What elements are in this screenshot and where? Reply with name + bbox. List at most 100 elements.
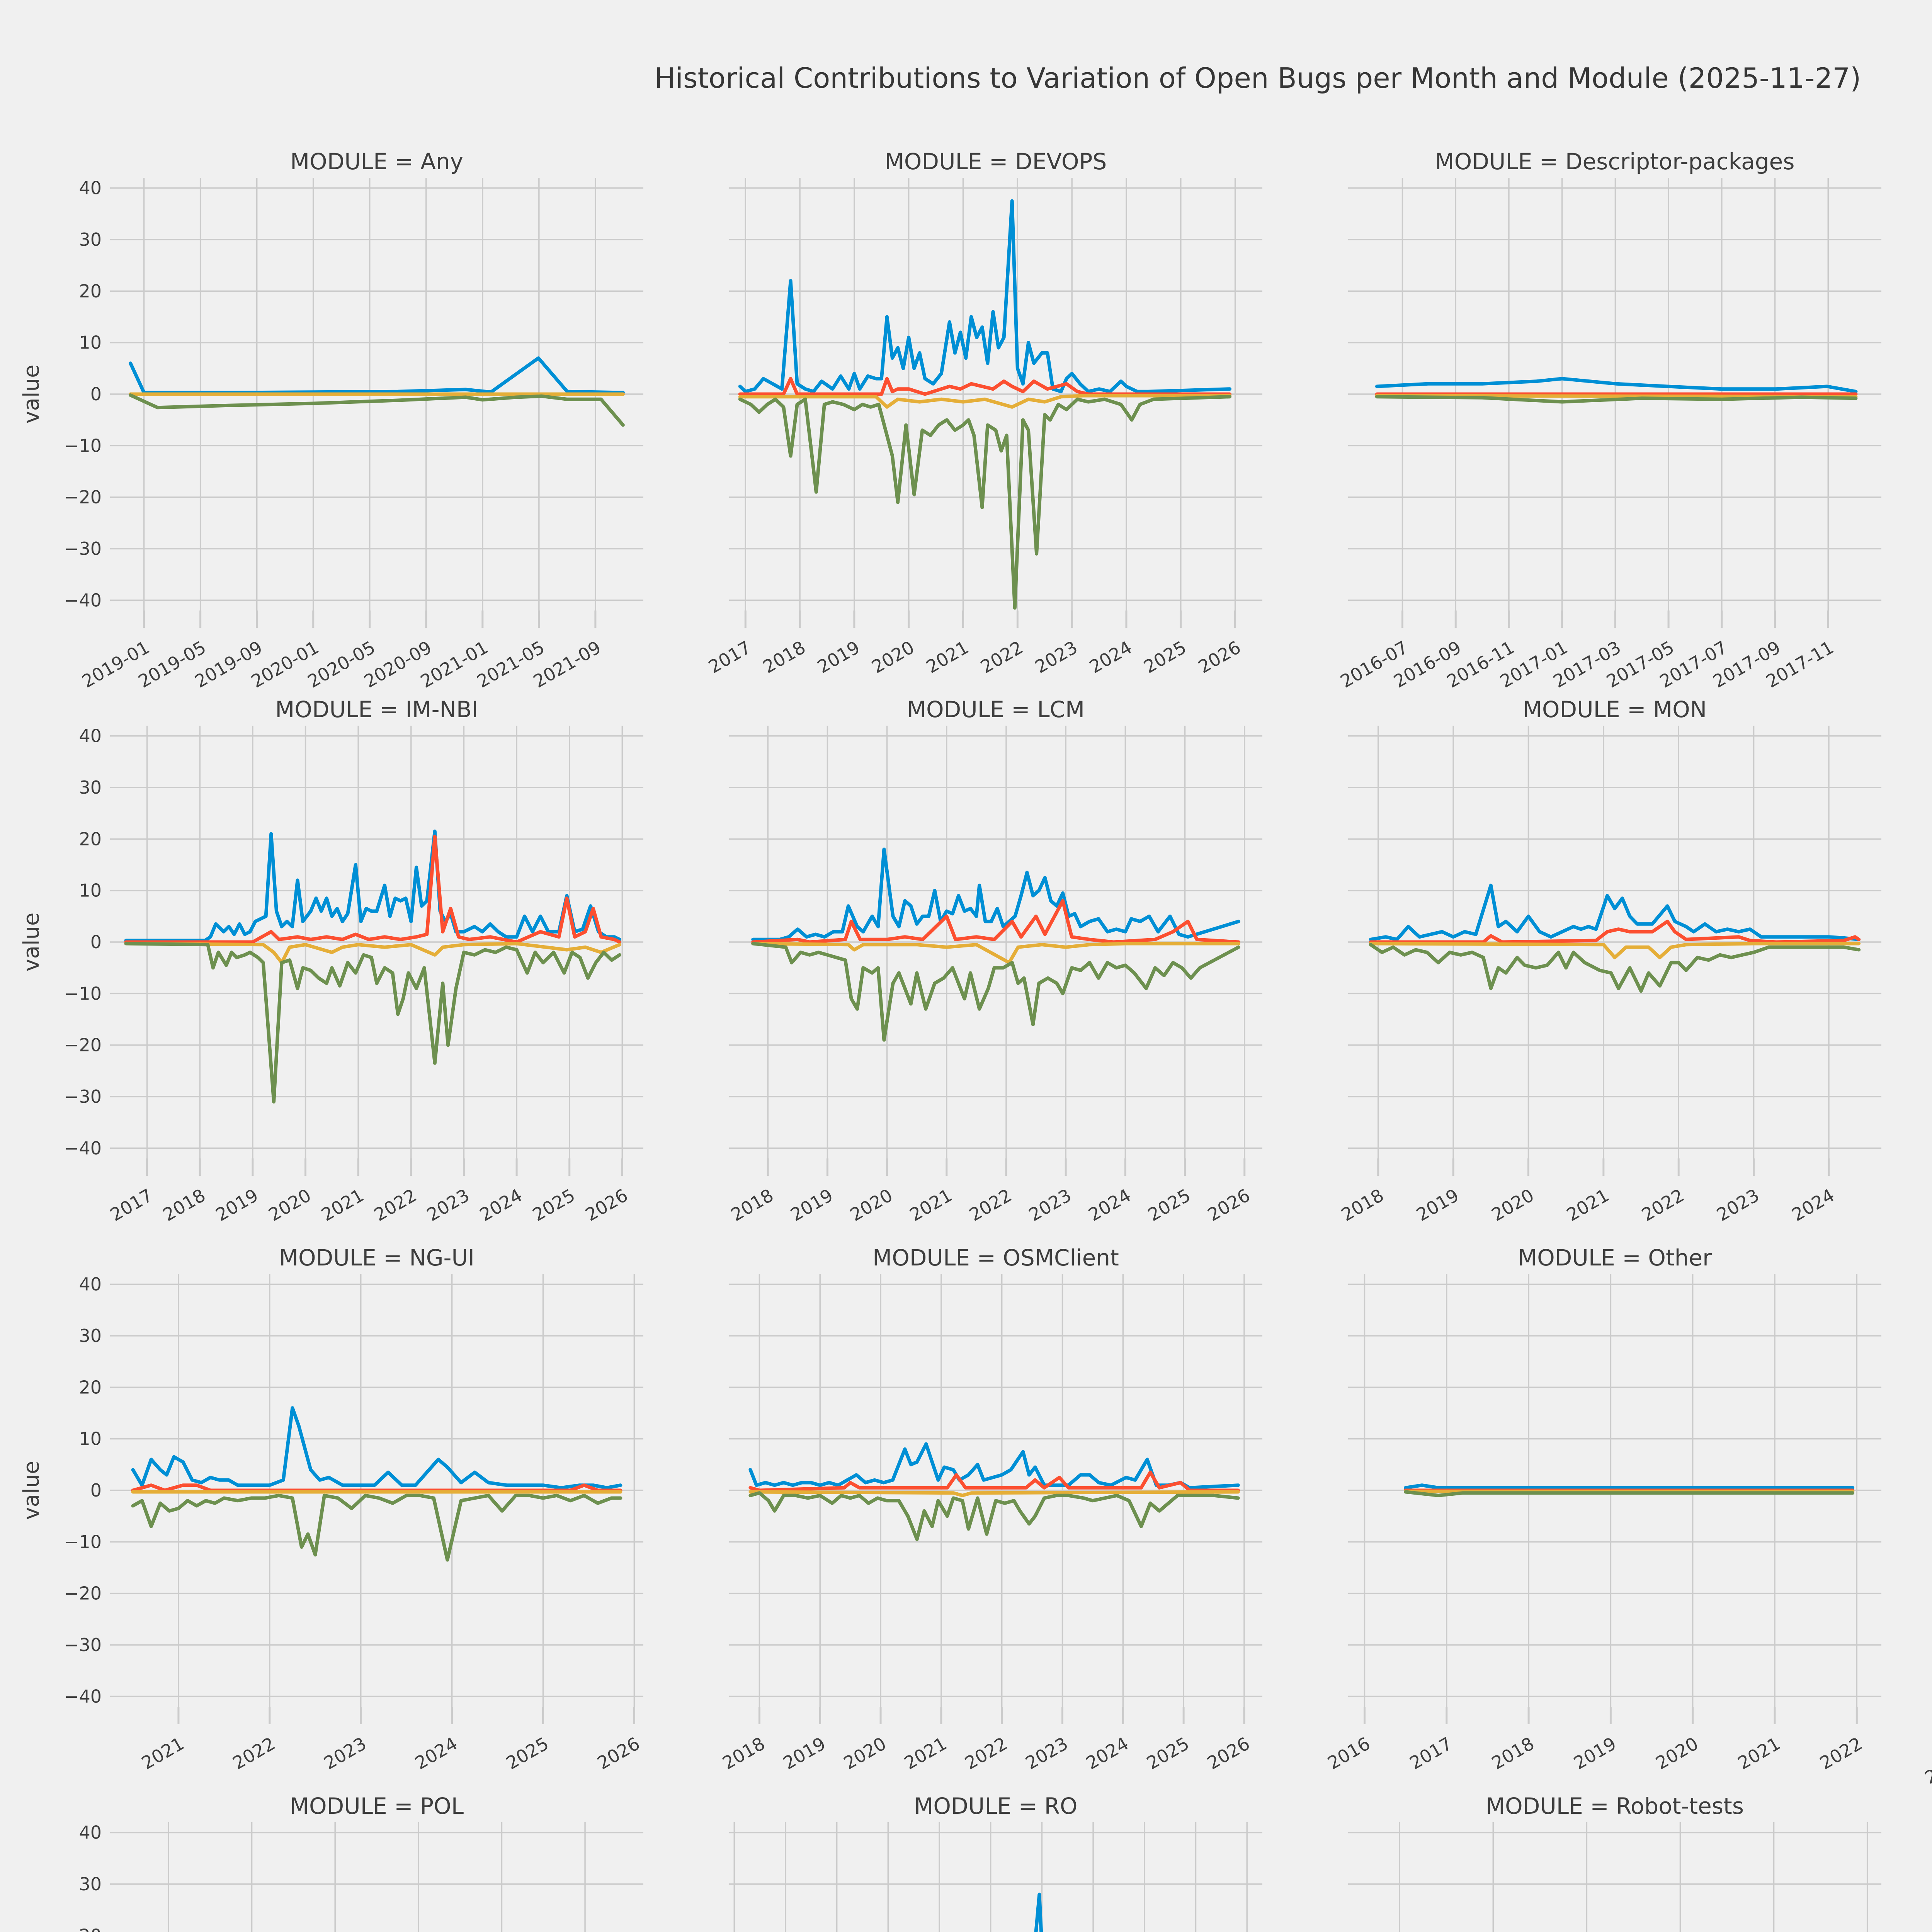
y-tick-label: 20 (79, 828, 102, 849)
x-tick-label: 2020 (868, 637, 918, 677)
subplot-MON: 2018 2019 2020 2021 2022 2023 2024 MODULE = MON (1338, 696, 1881, 1225)
x-tick-label: 2023 (423, 1185, 473, 1225)
x-tick-label: 2018 (1488, 1733, 1537, 1774)
y-tick-label: −10 (64, 435, 102, 456)
x-tick-label: 2018 (159, 1185, 209, 1225)
facet-title: MODULE = MON (1523, 696, 1707, 723)
opened-line (748, 1442, 1240, 1490)
x-tick-label: 2020 (847, 1185, 896, 1225)
y-tick-label: −10 (64, 983, 102, 1004)
y-tick-label: −40 (64, 1138, 102, 1158)
x-tick-label: 2022 (371, 1185, 420, 1225)
x-tick-label: 2022 (966, 1185, 1015, 1225)
closed-line (1369, 943, 1861, 993)
opened-line (1034, 1893, 1043, 1932)
x-tick-label: 2024 (1788, 1185, 1838, 1225)
figure-title: Historical Contributions to Variation of… (654, 62, 1861, 94)
x-tick-label: 2017 (107, 1185, 156, 1225)
y-tick-label: 40 (79, 1274, 102, 1295)
subplot-OSMClient: 2018 2019 2020 2021 2022 2023 2024 2025 2026 MODU… (719, 1245, 1262, 1774)
subplot-Robot-tests: 202120222023202420252026MONTHMODULE = Ro… (1348, 1793, 1881, 1932)
x-tick-label: 2020 (1488, 1185, 1537, 1225)
y-tick-label: 30 (79, 1874, 102, 1895)
closed-line (129, 393, 625, 427)
facet-title: MODULE = Descriptor-packages (1435, 148, 1795, 175)
x-tick-label: 2023 (1025, 1185, 1075, 1225)
x-tick-label: 2021 (923, 637, 972, 677)
y-tick-label: −30 (64, 1086, 102, 1107)
x-tick-label: 2019 (1570, 1733, 1619, 1774)
reopened-line (131, 1483, 622, 1492)
y-axis-label: value (19, 913, 44, 972)
false_closed-line (1369, 942, 1861, 959)
facet-title: MODULE = LCM (907, 696, 1085, 723)
opened-line (1369, 883, 1861, 941)
x-tick-label: 2025 (529, 1185, 578, 1225)
y-tick-label: −40 (64, 1686, 102, 1707)
x-tick-label: 2025 (503, 1733, 552, 1774)
y-tick-label: −10 (64, 1531, 102, 1552)
subplot-NG-UI: 2021 2022 2023 2024 2025 2026 40 30 20 10 0 −10 −20 −… (19, 1245, 643, 1774)
y-tick-label: 10 (79, 880, 102, 901)
x-tick-label: 2022 (229, 1733, 279, 1774)
reopened-line (748, 1470, 1240, 1492)
y-tick-label: 30 (79, 777, 102, 798)
subplot-DEVOPS: 2017 2018 2019 2020 2021 2022 2023 2024 2025 2026… (705, 148, 1262, 677)
x-tick-label: 2024 (412, 1733, 461, 1774)
subplot-PLA: 2020-072020-102021-012021-042021-072021-… (1921, 1733, 1932, 1788)
x-tick-label: 2019 (1413, 1185, 1462, 1225)
x-tick-label: 2017 (705, 637, 754, 677)
closed-line (1375, 395, 1858, 404)
x-tick-label: 2020 (1652, 1733, 1702, 1774)
x-tick-label: 2024 (1086, 637, 1135, 677)
y-tick-label: 40 (79, 726, 102, 747)
x-tick-label: 2024 (1085, 1185, 1134, 1225)
y-tick-label: 0 (90, 384, 102, 405)
opened-line (129, 356, 625, 395)
facet-title: MODULE = DEVOPS (885, 148, 1107, 175)
subplot-Descriptor-packages: 2016-072016-092016-112017-012017-032017-… (1337, 148, 1881, 692)
y-tick-label: −20 (64, 1035, 102, 1056)
x-tick-label: 2021 (1734, 1733, 1784, 1774)
facet-title: MODULE = POL (290, 1793, 464, 1819)
x-tick-label: 2022 (1638, 1185, 1687, 1225)
x-tick-label: 2017 (1406, 1733, 1456, 1774)
x-tick-label: 2023 (1713, 1185, 1763, 1225)
x-tick-label: 2026 (1195, 637, 1244, 677)
y-tick-label: −30 (64, 1634, 102, 1655)
subplot-POL: 201920202021202220232024403020100−10−20−… (79, 1793, 643, 1932)
closed-line (748, 1491, 1240, 1541)
x-tick-label: 2020 (840, 1733, 889, 1774)
x-tick-label: 2026 (1204, 1733, 1253, 1774)
y-tick-label: 10 (79, 1429, 102, 1449)
y-tick-label: −40 (64, 590, 102, 611)
y-tick-label: 20 (79, 281, 102, 301)
opened-line (738, 199, 1231, 393)
closed-line (131, 1493, 622, 1562)
subplot-IM-NBI: 2017 2018 2019 2020 2021 2022 2023 2024 2025 2026… (19, 696, 643, 1225)
x-tick-label: 2025 (1140, 637, 1190, 677)
x-tick-label: 2023 (1022, 1733, 1071, 1774)
x-tick-label: 2021 (906, 1185, 956, 1225)
reopened-line (738, 377, 1231, 396)
x-tick-label: 2019 (787, 1185, 837, 1225)
opened-line (1375, 377, 1858, 393)
opened-line (751, 847, 1240, 941)
opened-line (1404, 1483, 1855, 1490)
y-tick-label: 30 (79, 1325, 102, 1346)
x-tick-label: 2019 (779, 1733, 829, 1774)
false_closed-line (738, 394, 1231, 409)
x-tick-label: 2023 (1031, 637, 1081, 677)
x-tick-label: 2020 (265, 1185, 315, 1225)
facet-title: MODULE = OSMClient (872, 1245, 1119, 1271)
x-tick-label: 2022 (977, 637, 1026, 677)
subplot-RO: 2016201720182019202020212022202320242025… (729, 1793, 1262, 1932)
y-tick-label: 10 (79, 332, 102, 353)
x-tick-label: 2021 (901, 1733, 950, 1774)
x-tick-label: 2018 (759, 637, 809, 677)
y-axis-label: value (19, 365, 44, 424)
opened-line (124, 829, 621, 942)
